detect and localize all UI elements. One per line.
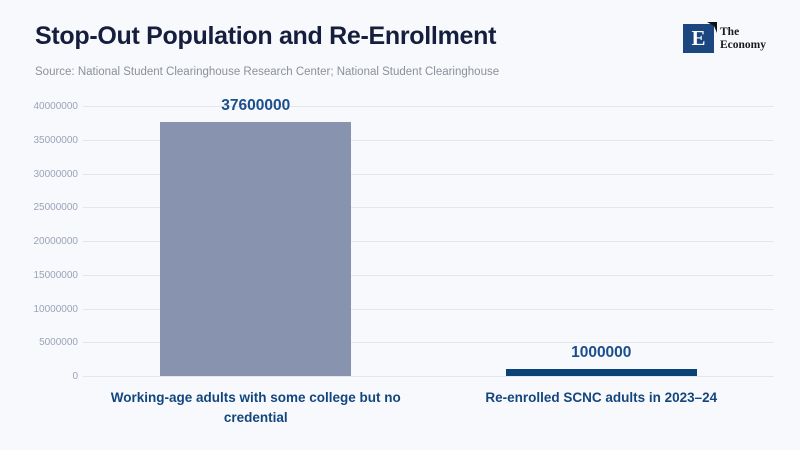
gridline bbox=[83, 376, 774, 377]
source-attribution: Source: National Student Clearinghouse R… bbox=[35, 66, 500, 78]
gridline bbox=[83, 274, 774, 276]
y-tick-label: 30000000 bbox=[33, 168, 79, 180]
x-category-label: Re-enrolled SCNC adults in 2023–24 bbox=[485, 390, 718, 405]
y-tick-label: 5000000 bbox=[39, 337, 78, 349]
gridline bbox=[83, 139, 774, 141]
gridline bbox=[83, 241, 774, 242]
logo-wordmark: The Economy bbox=[720, 26, 766, 51]
logo-letter: E bbox=[691, 26, 706, 50]
gridline bbox=[83, 308, 774, 310]
y-tick-label: 10000000 bbox=[33, 303, 79, 315]
the-economy-logo: E The Economy bbox=[683, 22, 766, 53]
page-title: Stop-Out Population and Re-Enrollment bbox=[35, 22, 497, 50]
logo-corner-mark-icon bbox=[707, 22, 717, 33]
logo-e-monogram: E bbox=[683, 22, 717, 53]
y-tick-label: 35000000 bbox=[33, 134, 79, 146]
gridline bbox=[83, 342, 774, 344]
x-category-label: Working-age adults with some college but… bbox=[110, 390, 401, 425]
y-tick-label: 40000000 bbox=[33, 101, 79, 112]
logo-wordmark-line2: Economy bbox=[720, 38, 766, 51]
y-tick-label: 25000000 bbox=[33, 202, 79, 214]
bar-value-label: 37600000 bbox=[221, 97, 291, 115]
gridline bbox=[83, 106, 774, 107]
bar-value-label: 1000000 bbox=[571, 344, 632, 362]
bar bbox=[505, 369, 697, 376]
gridline bbox=[83, 207, 774, 209]
gridline bbox=[83, 173, 774, 175]
plot-area: 37600000 1000000 bbox=[83, 97, 774, 377]
bar bbox=[160, 122, 352, 376]
y-tick-label: 20000000 bbox=[33, 236, 79, 247]
y-tick-label: 15000000 bbox=[33, 269, 79, 281]
logo-wordmark-line1: The bbox=[720, 26, 740, 38]
y-tick-label: 0 bbox=[72, 371, 78, 382]
